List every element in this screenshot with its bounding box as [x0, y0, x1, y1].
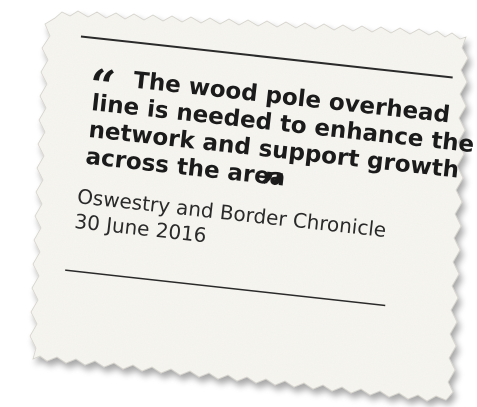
open-quote-mark: “ — [87, 60, 118, 113]
close-quote-mark: ” — [257, 163, 288, 216]
paper-clipping — [29, 10, 469, 402]
bottom-divider — [65, 269, 386, 307]
top-divider — [80, 35, 453, 79]
